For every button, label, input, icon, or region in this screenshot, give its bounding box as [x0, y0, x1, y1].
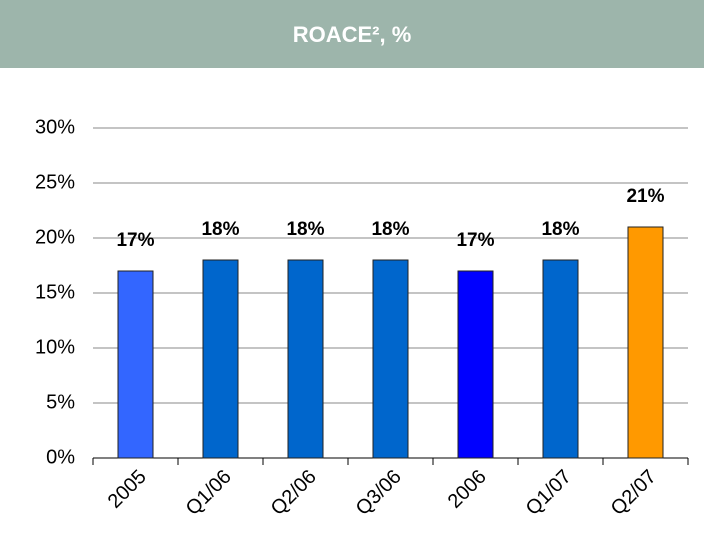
- x-tick-label: 2006: [444, 466, 491, 513]
- y-tick-label: 20%: [35, 226, 75, 248]
- bar: [117, 270, 154, 459]
- value-label: 17%: [456, 230, 494, 251]
- x-tick-label: Q1/06: [182, 466, 236, 520]
- x-tick-label: Q2/06: [267, 466, 321, 520]
- y-tick-label: 0%: [46, 446, 75, 468]
- value-label: 18%: [286, 219, 324, 240]
- bar: [542, 259, 579, 459]
- y-tick-label: 30%: [35, 116, 75, 138]
- x-tick-label: Q1/07: [522, 466, 576, 520]
- value-label: 18%: [371, 219, 409, 240]
- bar: [202, 259, 239, 459]
- y-tick-label: 10%: [35, 336, 75, 358]
- y-tick-label: 25%: [35, 171, 75, 193]
- bar: [287, 259, 324, 459]
- title-banner: [0, 0, 704, 68]
- chart-title: ROACE², %: [293, 22, 412, 47]
- bar: [372, 259, 409, 459]
- value-label: 21%: [626, 186, 664, 207]
- value-label: 18%: [541, 219, 579, 240]
- value-label: 18%: [201, 219, 239, 240]
- value-label: 17%: [116, 230, 154, 251]
- bar: [457, 270, 494, 459]
- y-tick-label: 15%: [35, 281, 75, 303]
- x-tick-label: 2005: [104, 466, 151, 513]
- x-tick-label: Q2/07: [607, 466, 661, 520]
- y-tick-label: 5%: [46, 391, 75, 413]
- x-tick-label: Q3/06: [352, 466, 406, 520]
- bar: [627, 226, 664, 459]
